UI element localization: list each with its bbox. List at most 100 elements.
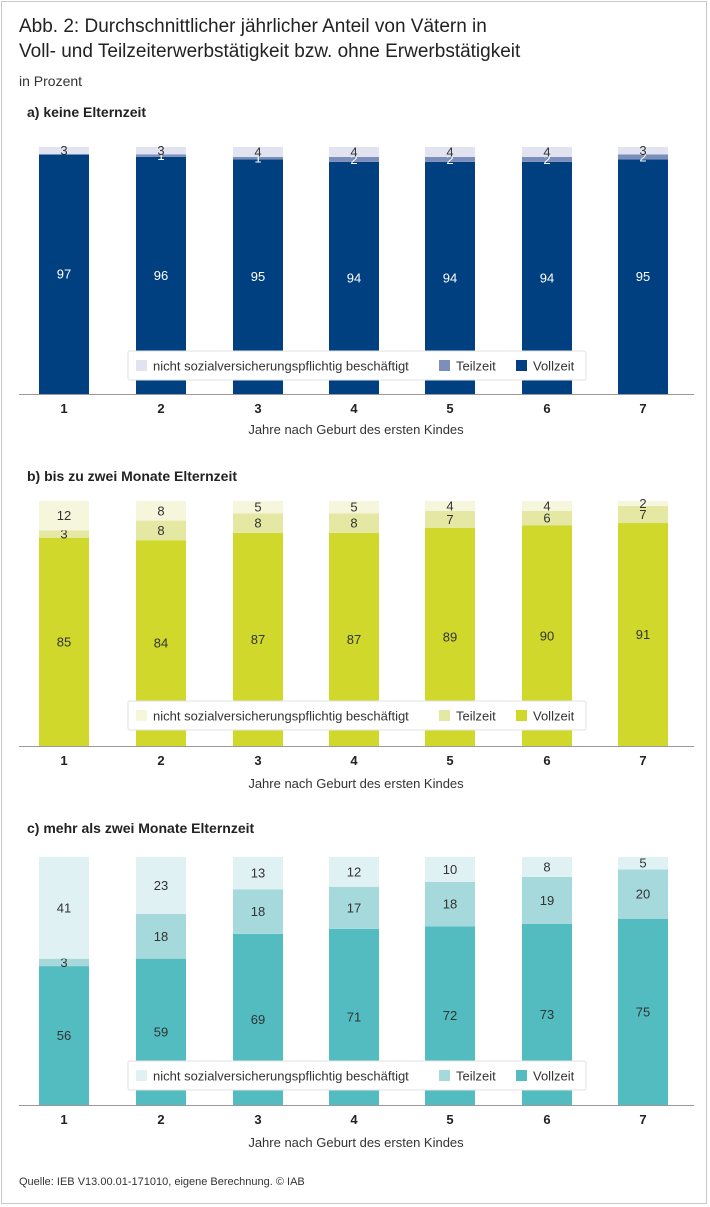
x-tick-label: 5 (446, 753, 453, 768)
bar-segment-teilzeit (618, 154, 668, 160)
data-label: 18 (443, 897, 457, 912)
bar-segment-nicht-svp (522, 147, 572, 157)
data-label: 4 (543, 144, 550, 159)
data-label: 1 (254, 151, 261, 166)
data-label: 94 (347, 270, 361, 285)
bar-segment-nicht-svp (522, 857, 572, 877)
bar-segment-teilzeit (329, 886, 379, 929)
bar-segment-nicht-svp (136, 857, 186, 915)
bar-segment-teilzeit (618, 505, 668, 524)
legend-label: nicht sozialversicherungspflichtig besch… (153, 709, 409, 724)
x-tick-label: 4 (350, 1112, 358, 1127)
unit-label: in Prozent (19, 73, 83, 89)
bar-segment-teilzeit (522, 876, 572, 924)
x-tick-label: 4 (350, 753, 358, 768)
legend-swatch (136, 710, 147, 721)
x-tick-label: 4 (350, 401, 358, 416)
data-label: 96 (154, 268, 168, 283)
data-label: 20 (636, 887, 650, 902)
x-tick-label: 6 (543, 753, 550, 768)
legend-swatch (136, 360, 147, 371)
bar-segment-teilzeit (233, 889, 283, 934)
source-note: Quelle: IEB V13.00.01-171010, eigene Ber… (19, 1176, 305, 1188)
legend-box (127, 700, 587, 731)
data-label: 4 (254, 144, 261, 159)
data-label: 8 (254, 516, 261, 531)
data-label: 3 (60, 527, 67, 542)
data-label: 17 (347, 900, 361, 915)
data-label: 84 (154, 636, 168, 651)
bar-segment-vollzeit (39, 537, 89, 746)
data-label: 3 (60, 955, 67, 970)
data-label: 1 (157, 148, 164, 163)
data-label: 95 (636, 269, 650, 284)
legend: nicht sozialversicherungspflichtig besch… (127, 350, 587, 381)
bar-segment-teilzeit (425, 156, 475, 162)
bar-segment-nicht-svp (136, 501, 186, 521)
legend-swatch (516, 1070, 527, 1081)
bar-segment-nicht-svp (39, 501, 89, 531)
data-label: 2 (543, 152, 550, 167)
bar-segment-teilzeit (233, 513, 283, 533)
data-label: 71 (347, 1009, 361, 1024)
data-label: 94 (443, 270, 457, 285)
data-label: 6 (543, 511, 550, 526)
legend-swatch (439, 360, 450, 371)
legend-label: nicht sozialversicherungspflichtig besch… (153, 1069, 409, 1084)
x-tick-label: 7 (639, 753, 646, 768)
data-label: 87 (347, 632, 361, 647)
panel-title: a) keine Elternzeit (27, 104, 146, 120)
data-label: 10 (443, 862, 457, 877)
bar-segment-nicht-svp (39, 857, 89, 959)
bar-segment-nicht-svp (425, 501, 475, 511)
legend-box (127, 350, 587, 381)
x-axis-title: Jahre nach Geburt des ersten Kindes (248, 422, 464, 437)
x-tick-label: 2 (157, 753, 164, 768)
data-label: 5 (254, 500, 261, 515)
data-label: 2 (639, 496, 646, 511)
x-tick-label: 6 (543, 401, 550, 416)
bar-segment-nicht-svp (233, 501, 283, 514)
legend-label: Teilzeit (456, 1069, 496, 1084)
data-label: 2 (446, 152, 453, 167)
bar-segment-nicht-svp (618, 501, 668, 506)
bar-segment-teilzeit (425, 881, 475, 927)
data-label: 95 (251, 269, 265, 284)
legend-label: Vollzeit (533, 709, 575, 724)
x-tick-label: 3 (254, 753, 261, 768)
data-label: 72 (443, 1008, 457, 1023)
x-tick-label: 1 (60, 401, 67, 416)
x-tick-label: 3 (254, 1112, 261, 1127)
data-label: 69 (251, 1012, 265, 1027)
data-label: 18 (251, 904, 265, 919)
data-label: 73 (540, 1007, 554, 1022)
x-tick-label: 1 (60, 753, 67, 768)
data-label: 2 (350, 152, 357, 167)
data-label: 4 (350, 144, 357, 159)
bar-segment-vollzeit (618, 523, 668, 746)
bar-segment-nicht-svp (136, 147, 186, 155)
data-label: 89 (443, 629, 457, 644)
bar-segment-teilzeit (136, 914, 186, 959)
legend-box (127, 1060, 587, 1091)
data-label: 4 (446, 498, 453, 513)
legend-label: Teilzeit (456, 359, 496, 374)
data-label: 18 (154, 929, 168, 944)
x-tick-label: 6 (543, 1112, 550, 1127)
title-line-1: Abb. 2: Durchschnittlicher jährlicher An… (19, 16, 487, 37)
bar-segment-nicht-svp (329, 501, 379, 514)
bar-segment-vollzeit (618, 159, 668, 394)
data-label: 75 (636, 1005, 650, 1020)
data-label: 3 (60, 143, 67, 158)
data-label: 90 (540, 628, 554, 643)
panel-title: b) bis zu zwei Monate Elternzeit (27, 468, 237, 484)
bar-segment-teilzeit (425, 510, 475, 528)
x-tick-label: 1 (60, 1112, 67, 1127)
figure-title: Abb. 2: Durchschnittlicher jährlicher An… (19, 14, 520, 64)
data-label: 2 (639, 149, 646, 164)
legend: nicht sozialversicherungspflichtig besch… (127, 1060, 587, 1091)
data-label: 12 (57, 508, 71, 523)
title-line-2: Voll- und Teilzeiterwerbstätigkeit bzw. … (19, 41, 521, 62)
data-label: 4 (446, 144, 453, 159)
legend-label: Vollzeit (533, 1069, 575, 1084)
